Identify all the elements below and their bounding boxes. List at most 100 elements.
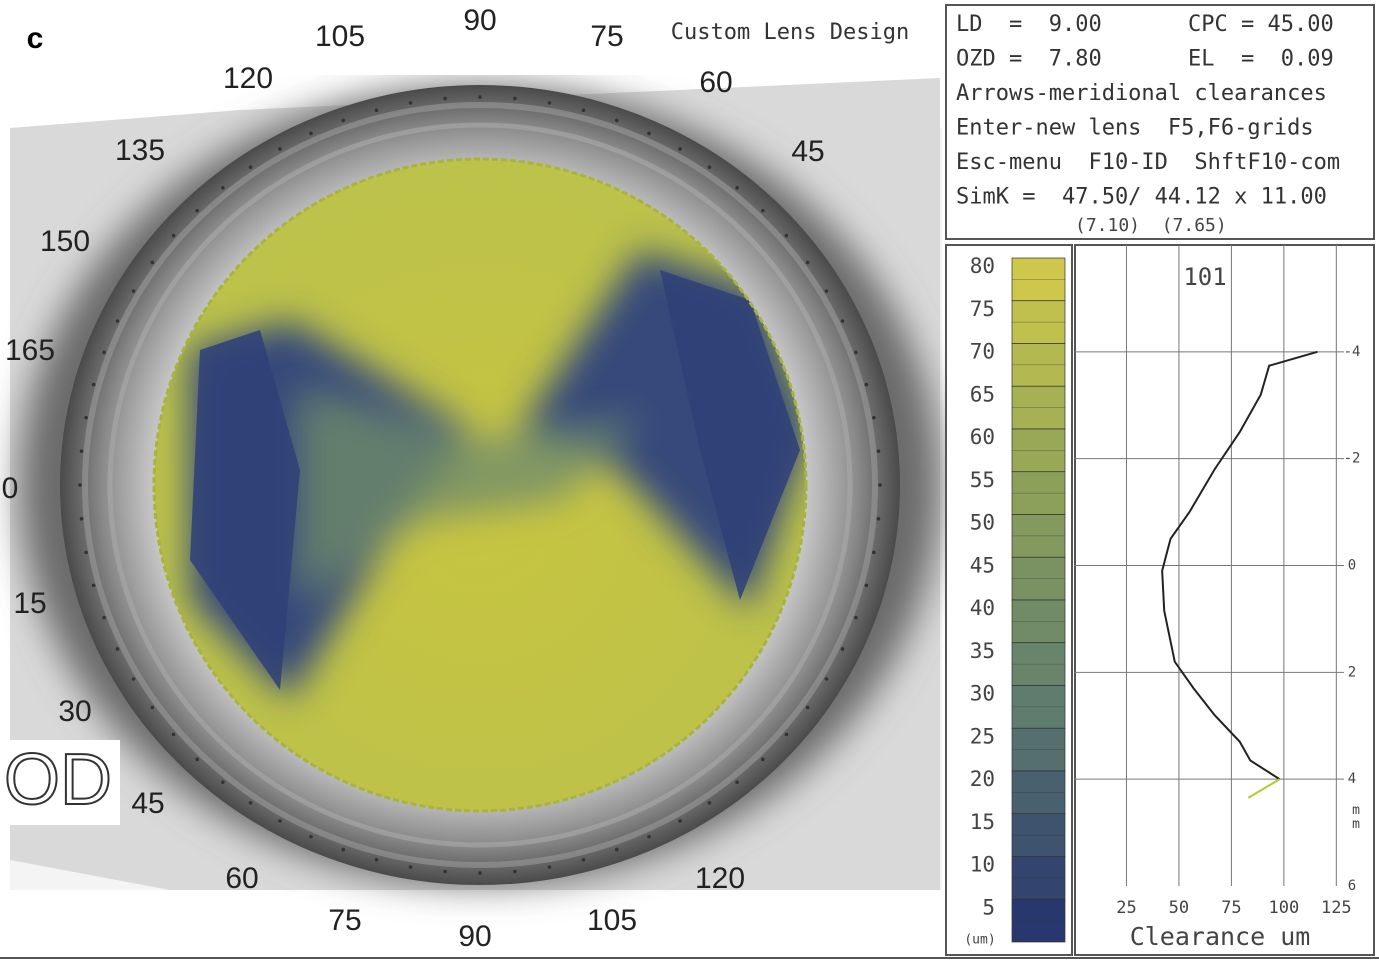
tick-dot [784,732,789,737]
tick-dot [374,108,379,113]
tick-dot [478,871,482,875]
scale-label: 45 [970,553,995,577]
tick-dot [278,819,282,823]
tick-dot [615,847,619,852]
tick-dot [761,208,765,213]
tick-dot [735,780,739,785]
tick-dot [341,118,345,123]
tick-dot [248,165,253,169]
scale-label: 65 [970,382,995,406]
scale-label: 70 [970,340,995,364]
tick-dot [784,233,789,238]
tick-dot [854,350,858,355]
panel-label: c [27,22,44,55]
meridian-label: 15 [13,587,46,620]
tick-dot [478,95,482,99]
meridian-label: 120 [223,62,273,95]
tick-dot [678,819,682,823]
tick-dot [78,483,82,487]
scale-label: 25 [970,724,995,748]
eye-label: OD [4,740,112,820]
info-line: Enter-new lens F5,F6-grids [956,116,1314,141]
tick-dot [840,647,845,651]
x-tick-label: 25 [1116,898,1136,918]
tick-dot [341,847,345,852]
info-line: Arrows-meridional clearances [956,81,1327,106]
scale-unit: (um) [964,933,995,948]
tick-dot [824,289,829,293]
tick-dot [678,147,682,151]
tick-dot [872,415,876,420]
tick-dot [876,449,881,453]
tick-dot [647,834,651,839]
info-line: SimK = 47.50/ 44.12 x 11.00 [956,185,1327,210]
y-tick-label: 4 [1348,771,1356,787]
meridian-label: 0 [2,472,19,505]
tick-dot [854,615,858,620]
tick-dot [309,131,313,136]
info-panel [945,4,1375,240]
tick-dot [131,289,136,293]
meridian-label: 120 [695,862,745,895]
tick-dot [131,677,136,681]
tick-dot [79,449,84,453]
scale-label: 15 [970,810,995,834]
tick-dot [876,517,881,521]
meridian-label: 30 [58,695,91,728]
y-tick-label: 6 [1348,878,1356,894]
tick-dot [84,550,88,555]
meridian-label: 165 [5,334,55,367]
scale-label: 40 [970,596,995,620]
scale-label: 50 [970,511,995,535]
tick-dot [647,131,651,136]
tick-dot [408,865,413,869]
meridian-label: 45 [131,787,164,820]
tick-dot [513,96,517,101]
scale-label: 75 [970,297,995,321]
y-tick-label: -4 [1344,344,1361,360]
lens-edge [152,157,808,813]
tick-dot [735,185,739,190]
tick-dot [840,319,845,323]
info-line: CPC = 45.00 [1188,12,1334,37]
info-line: OZD = 7.80 [956,47,1102,72]
scale-label: 60 [970,425,995,449]
x-tick-label: 100 [1268,898,1299,918]
tick-dot [864,583,869,588]
x-tick-label: 75 [1221,898,1241,918]
tick-dot [707,801,712,805]
chart-title: 101 [1183,263,1226,291]
tick-dot [91,583,96,588]
profile-line [1161,350,1318,781]
x-axis-label: Clearance um [1130,922,1311,951]
tick-dot [150,705,155,710]
tick-dot [581,108,586,113]
tick-dot [374,857,379,862]
scale-label: 80 [970,254,995,278]
tick-dot [864,382,869,387]
meridian-label: 60 [225,862,258,895]
tick-dot [443,96,447,101]
info-line: (7.10) (7.65) [1075,215,1227,236]
scale-label: 35 [970,639,995,663]
meridian-label: 75 [328,904,361,937]
tick-dot [79,517,84,521]
scale-label: 5 [982,895,995,919]
tick-dot [150,260,155,265]
scale-label: 20 [970,767,995,791]
tick-dot [248,801,253,805]
y-tick-label: 2 [1348,664,1356,680]
y-tick-label: -2 [1344,451,1361,467]
tick-dot [102,350,106,355]
tick-dot [761,757,765,762]
profile-panel [1074,244,1375,956]
meridian-label: 75 [590,20,623,53]
info-line: LD = 9.00 [956,12,1102,37]
tick-dot [115,647,120,651]
meridian-label: 90 [463,4,496,37]
tick-dot [278,147,282,151]
meridian-ticks [78,95,882,875]
tick-dot [115,319,120,323]
scale-label: 10 [970,853,995,877]
